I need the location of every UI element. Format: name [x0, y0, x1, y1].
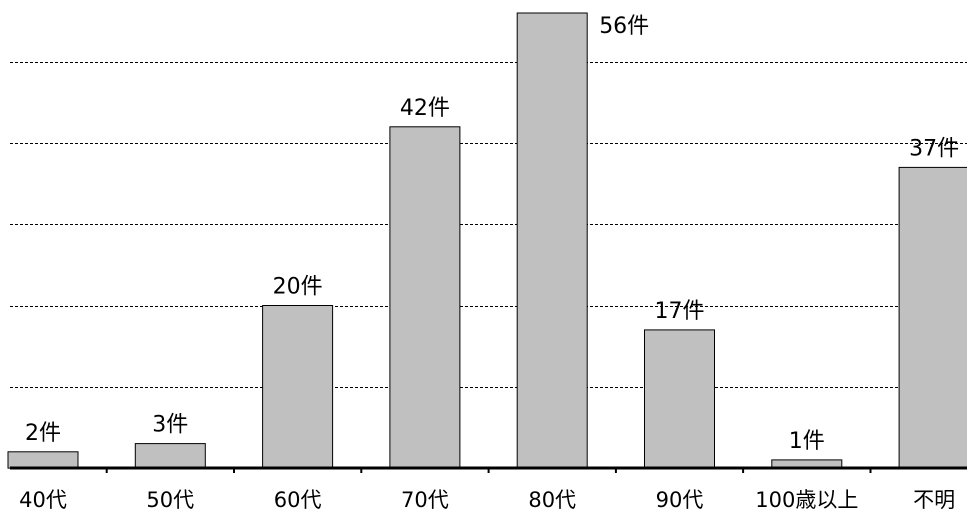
data-label: 2件 [25, 421, 61, 446]
data-label: 42件 [400, 96, 450, 121]
bar [134, 443, 206, 469]
tick-label: 70代 [401, 488, 449, 512]
tick-label: 100歳以上 [755, 488, 858, 512]
data-labels: 2件 3件 20件 42件 56件 17件 1件 37件 [25, 14, 959, 454]
bar [389, 126, 461, 469]
data-label: 17件 [655, 299, 705, 324]
bar [262, 305, 334, 469]
tick-label: 60代 [274, 488, 322, 512]
data-label: 56件 [599, 14, 649, 39]
data-label: 1件 [789, 429, 825, 454]
tick-label: 不明 [913, 488, 955, 512]
x-axis: 40代 50代 60代 70代 80代 90代 100歳以上 不明 [10, 466, 967, 512]
data-label: 37件 [909, 136, 959, 161]
gridlines [10, 62, 967, 388]
bar [7, 451, 79, 469]
data-label: 3件 [152, 413, 188, 438]
tick-label: 50代 [146, 488, 194, 512]
bar [516, 12, 588, 469]
bars [7, 12, 967, 469]
tick-label: 80代 [528, 488, 576, 512]
bar [898, 166, 967, 469]
tick-label: 40代 [19, 488, 67, 512]
data-label: 20件 [273, 275, 323, 300]
tick-label: 90代 [656, 488, 704, 512]
bar [644, 329, 715, 469]
